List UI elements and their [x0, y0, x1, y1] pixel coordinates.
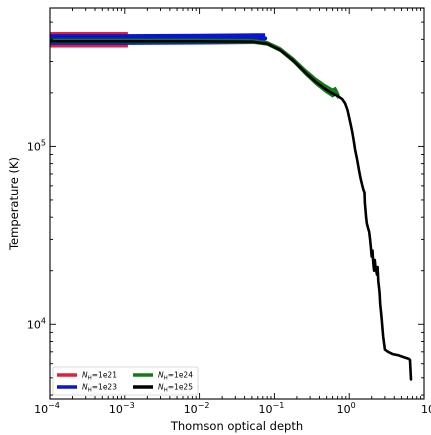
- ticks-layer: 10−4 10−3 10−2 10−1 100 101 104 105: [27, 7, 431, 416]
- x-tick-label: 101: [421, 401, 431, 416]
- legend-label-2: NH=1e23: [82, 383, 117, 394]
- legend-label-1: NH=1e21: [82, 371, 117, 382]
- plot-frame: [49, 7, 425, 400]
- x-tick-label: 10−4: [34, 401, 60, 416]
- y-tick-label: 105: [27, 138, 46, 153]
- legend-label-4: NH=1e25: [158, 383, 193, 394]
- series-line-4: [50, 39, 413, 381]
- legend-label-3: NH=1e24: [158, 371, 193, 382]
- y-tick-label: 104: [27, 316, 46, 331]
- series-layer: [50, 32, 413, 381]
- x-tick-label: 10−3: [109, 401, 135, 416]
- x-tick-label: 10−1: [259, 401, 285, 416]
- x-axis-label: Thomson optical depth: [170, 419, 303, 433]
- legend-box: [52, 366, 199, 396]
- y-axis-label: Temperature (K): [7, 157, 21, 251]
- series-line-3: [50, 38, 340, 97]
- x-tick-label: 100: [337, 401, 356, 416]
- x-tick-label: 10−2: [184, 401, 210, 416]
- series-band-3: [50, 38, 338, 100]
